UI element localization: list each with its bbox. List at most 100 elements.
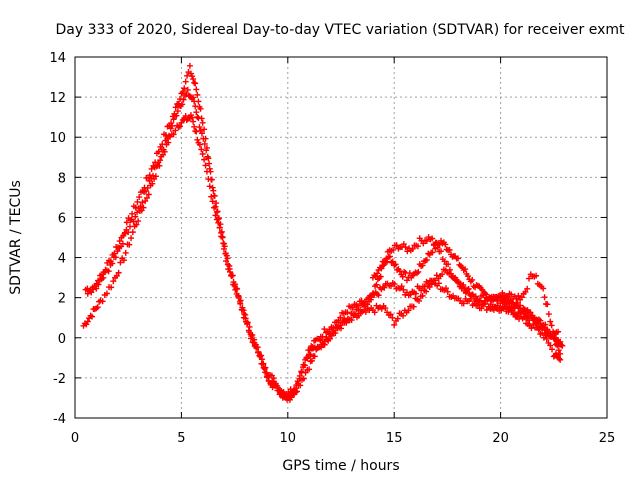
data-point — [402, 244, 409, 251]
data-point — [194, 136, 201, 143]
axis-ticks: 0 5 10 15 20 25 -4 -2 0 2 4 6 8 10 12 14 — [49, 51, 615, 446]
data-point — [110, 278, 117, 285]
data-point — [390, 246, 397, 253]
data-point — [418, 287, 425, 294]
data-point — [552, 334, 559, 341]
data-point — [384, 258, 391, 265]
data-point — [399, 273, 406, 280]
data-point — [241, 310, 248, 317]
data-point — [309, 343, 316, 350]
data-point — [464, 273, 471, 280]
data-point — [412, 290, 419, 297]
data-point — [197, 105, 204, 112]
data-point — [518, 294, 525, 301]
data-point — [464, 286, 471, 293]
data-point — [332, 330, 339, 337]
data-point — [152, 159, 159, 166]
data-point — [266, 378, 273, 385]
y-tick-label: 10 — [49, 131, 66, 146]
data-point — [540, 322, 547, 329]
data-point — [194, 91, 201, 98]
series-track-3 — [84, 62, 562, 403]
data-point — [469, 291, 476, 298]
data-point — [159, 151, 166, 158]
data-point — [149, 180, 156, 187]
data-point — [398, 283, 405, 290]
data-point — [311, 353, 318, 360]
y-tick-label: 12 — [49, 91, 66, 106]
data-point — [201, 156, 208, 163]
data-point — [246, 323, 253, 330]
data-point — [423, 288, 430, 295]
data-point — [307, 351, 314, 358]
data-point — [123, 219, 130, 226]
data-point — [394, 315, 401, 322]
data-point — [460, 300, 467, 307]
data-point — [215, 215, 222, 222]
data-point — [438, 248, 445, 255]
data-point — [194, 114, 201, 121]
data-point — [439, 271, 446, 278]
data-point — [122, 249, 129, 256]
data-point — [211, 192, 218, 199]
data-point — [544, 301, 551, 308]
data-point — [249, 331, 256, 338]
data-point — [206, 160, 213, 167]
data-point — [223, 252, 230, 259]
data-point — [108, 284, 115, 291]
data-point — [455, 255, 462, 262]
data-point — [208, 176, 215, 183]
data-point — [186, 62, 193, 69]
data-point — [389, 258, 396, 265]
data-point — [143, 194, 150, 201]
data-point — [296, 372, 303, 379]
y-tick-label: 0 — [58, 332, 66, 347]
data-point — [557, 356, 564, 363]
data-point — [381, 284, 388, 291]
data-point — [223, 258, 230, 265]
data-point — [237, 297, 244, 304]
data-point — [209, 198, 216, 205]
data-point — [120, 232, 127, 239]
x-tick-label: 20 — [492, 431, 509, 446]
data-point — [212, 212, 219, 219]
data-point — [206, 165, 213, 172]
chart-title: Day 333 of 2020, Sidereal Day-to-day VTE… — [56, 22, 626, 38]
data-point — [337, 314, 344, 321]
data-point — [208, 193, 215, 200]
data-point — [477, 298, 484, 305]
data-point — [420, 240, 427, 247]
data-point — [480, 301, 487, 308]
data-point — [190, 118, 197, 125]
data-point — [483, 306, 490, 313]
data-point — [556, 355, 563, 362]
data-point — [524, 285, 531, 292]
series-track-5 — [486, 271, 564, 357]
x-tick-label: 10 — [280, 431, 297, 446]
data-point — [274, 384, 281, 391]
data-point — [134, 198, 141, 205]
data-point — [400, 286, 407, 293]
data-point — [198, 115, 205, 122]
x-tick-label: 0 — [71, 431, 79, 446]
data-point — [189, 114, 196, 121]
data-point — [198, 130, 205, 137]
data-point — [159, 141, 166, 148]
data-point — [192, 103, 199, 110]
data-point — [446, 246, 453, 253]
data-point — [419, 292, 426, 299]
data-point — [171, 110, 178, 117]
data-point — [297, 382, 304, 389]
data-point — [547, 342, 554, 349]
data-point — [547, 318, 554, 325]
data-point — [179, 88, 186, 95]
data-point — [137, 203, 144, 210]
data-point — [404, 248, 411, 255]
data-point — [213, 200, 220, 207]
data-point — [423, 256, 430, 263]
data-point — [457, 280, 464, 287]
data-point — [444, 288, 451, 295]
data-point — [213, 208, 220, 215]
data-point — [99, 298, 106, 305]
